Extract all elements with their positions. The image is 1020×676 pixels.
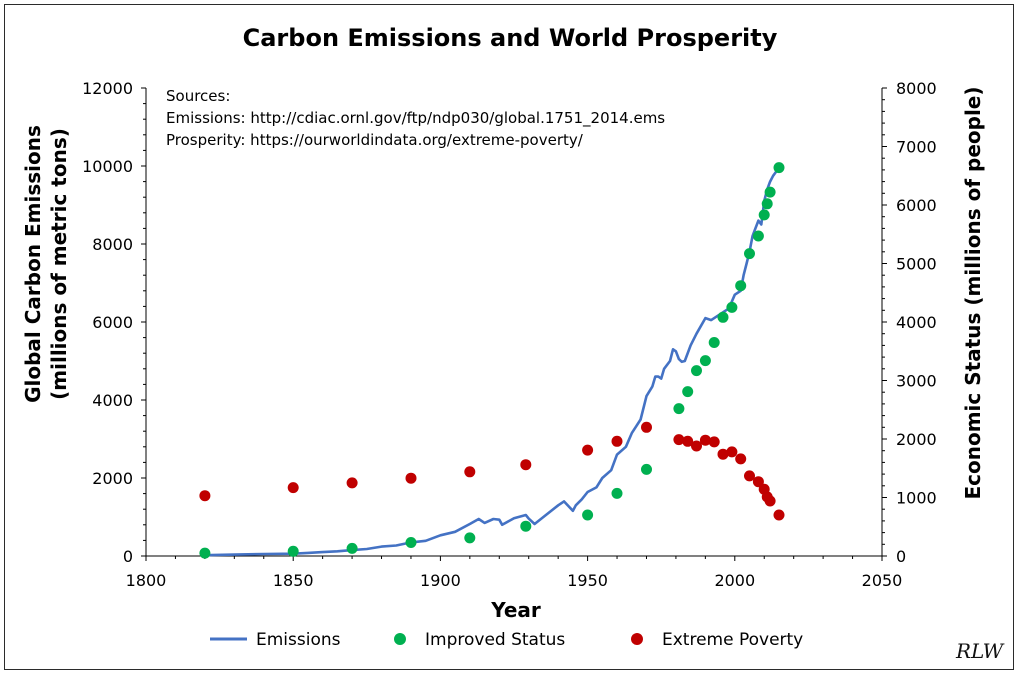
x-tick-label: 1950: [567, 571, 608, 590]
improved-status-point: [673, 403, 685, 415]
sources-annotation-line: Prosperity: https://ourworldindata.org/e…: [166, 131, 584, 149]
improved-status-point: [464, 532, 476, 544]
y-left-tick-label: 0: [123, 547, 133, 566]
improved-status-point: [699, 355, 711, 367]
improved-status-point: [752, 230, 764, 242]
x-axis-title: Year: [490, 598, 541, 622]
legend-poverty-label: Extreme Poverty: [662, 630, 803, 650]
y-right-tick-label: 8000: [896, 79, 937, 98]
sources-annotation-line: Emissions: http://cdiac.ornl.gov/ftp/ndp…: [166, 109, 665, 128]
y-right-tick-label: 0: [896, 547, 906, 566]
extreme-poverty-point: [405, 472, 417, 484]
improved-status-point: [199, 547, 211, 559]
y-axis-title-right-text: Economic Status (millions of people): [961, 86, 985, 499]
extreme-poverty-point: [682, 435, 694, 447]
sources-annotation-line: Sources:: [166, 87, 230, 105]
extreme-poverty-point: [464, 466, 476, 478]
y-left-tick-label: 10000: [82, 157, 133, 176]
x-tick-label: 2050: [862, 571, 903, 590]
extreme-poverty-point: [752, 476, 764, 488]
author-signature: RLW: [955, 639, 1005, 663]
improved-status-point: [735, 280, 747, 292]
extreme-poverty-point: [764, 495, 776, 507]
y-axis-title-left-line-1: Global Carbon Emissions: [21, 125, 45, 403]
y-right-tick-label: 4000: [896, 313, 937, 332]
improved-status-point: [405, 537, 417, 548]
improved-status-point: [641, 463, 652, 475]
series-layer: [199, 162, 785, 559]
extreme-poverty-point: [199, 490, 211, 502]
extreme-poverty-point: [773, 509, 785, 521]
y-right-tick-label: 1000: [896, 489, 937, 508]
extreme-poverty-point: [691, 440, 702, 452]
y-right-tick-label: 7000: [896, 138, 937, 157]
improved-status-point: [346, 542, 358, 554]
axes: 1800 1850 1900 1950 2000 2050 0 2000 4000 6000 800…: [82, 79, 937, 590]
legend-emissions-label: Emissions: [256, 630, 341, 650]
extreme-poverty-point: [287, 482, 299, 494]
y-right-tick-label: 6000: [896, 196, 937, 215]
improved-status-point: [582, 509, 594, 521]
legend-improved-swatch: [394, 633, 406, 645]
y-right-tick-label: 5000: [896, 255, 937, 274]
x-tick-label: 1800: [126, 571, 167, 590]
legend-poverty-swatch: [631, 633, 643, 645]
improved-status-point: [708, 337, 720, 348]
improved-status-point: [758, 209, 770, 221]
improved-status-point: [744, 248, 755, 260]
improved-status-point: [287, 545, 299, 557]
improved-status-point: [764, 186, 776, 198]
sources-annotation: Sources: Emissions: http://cdiac.ornl.gov…: [166, 87, 665, 149]
y-axis-title-right: Economic Status (millions of people): [961, 86, 985, 499]
y-left-tick-label: 6000: [92, 313, 133, 332]
extreme-poverty-point: [717, 448, 729, 460]
x-tick-label: 1900: [420, 571, 461, 590]
improved-status-point: [761, 198, 773, 210]
extreme-poverty-point: [726, 446, 738, 458]
x-tick-label: 2000: [714, 571, 755, 590]
extreme-poverty-point: [641, 421, 652, 433]
extreme-poverty-point: [735, 453, 747, 465]
extreme-poverty-point: [346, 477, 358, 489]
chart-title: Carbon Emissions and World Prosperity: [243, 24, 778, 52]
chart-frame: [4, 4, 1014, 670]
y-right-tick-label: 2000: [896, 430, 937, 449]
legend: Emissions Improved Status Extreme Povert…: [210, 630, 803, 650]
y-left-tick-label: 4000: [92, 391, 133, 410]
extreme-poverty-point: [673, 434, 685, 446]
y-left-tick-label: 12000: [82, 79, 133, 98]
extreme-poverty-point: [582, 444, 594, 456]
x-tick-label: 1850: [273, 571, 314, 590]
improved-status-point: [717, 311, 729, 323]
improved-status-point: [691, 365, 702, 377]
y-axis-title-left: Global Carbon Emissions (millions of met…: [21, 125, 71, 403]
extreme-poverty-point: [699, 434, 711, 446]
improved-status-point: [726, 301, 738, 313]
extreme-poverty-point: [744, 470, 755, 482]
improved-status-point: [520, 520, 532, 532]
y-right-tick-label: 3000: [896, 372, 937, 391]
legend-improved-label: Improved Status: [425, 630, 565, 650]
y-left-tick-label: 2000: [92, 469, 133, 488]
extreme-poverty-point: [611, 435, 623, 447]
improved-status-point: [682, 386, 694, 398]
extreme-poverty-point: [520, 459, 532, 471]
improved-status-point: [773, 162, 785, 174]
improved-status-point: [611, 487, 623, 499]
y-left-tick-label: 8000: [92, 235, 133, 254]
extreme-poverty-point: [708, 436, 720, 448]
emissions-line: [204, 171, 778, 557]
y-axis-title-left-line-2: (millions of metric tons): [47, 128, 71, 400]
